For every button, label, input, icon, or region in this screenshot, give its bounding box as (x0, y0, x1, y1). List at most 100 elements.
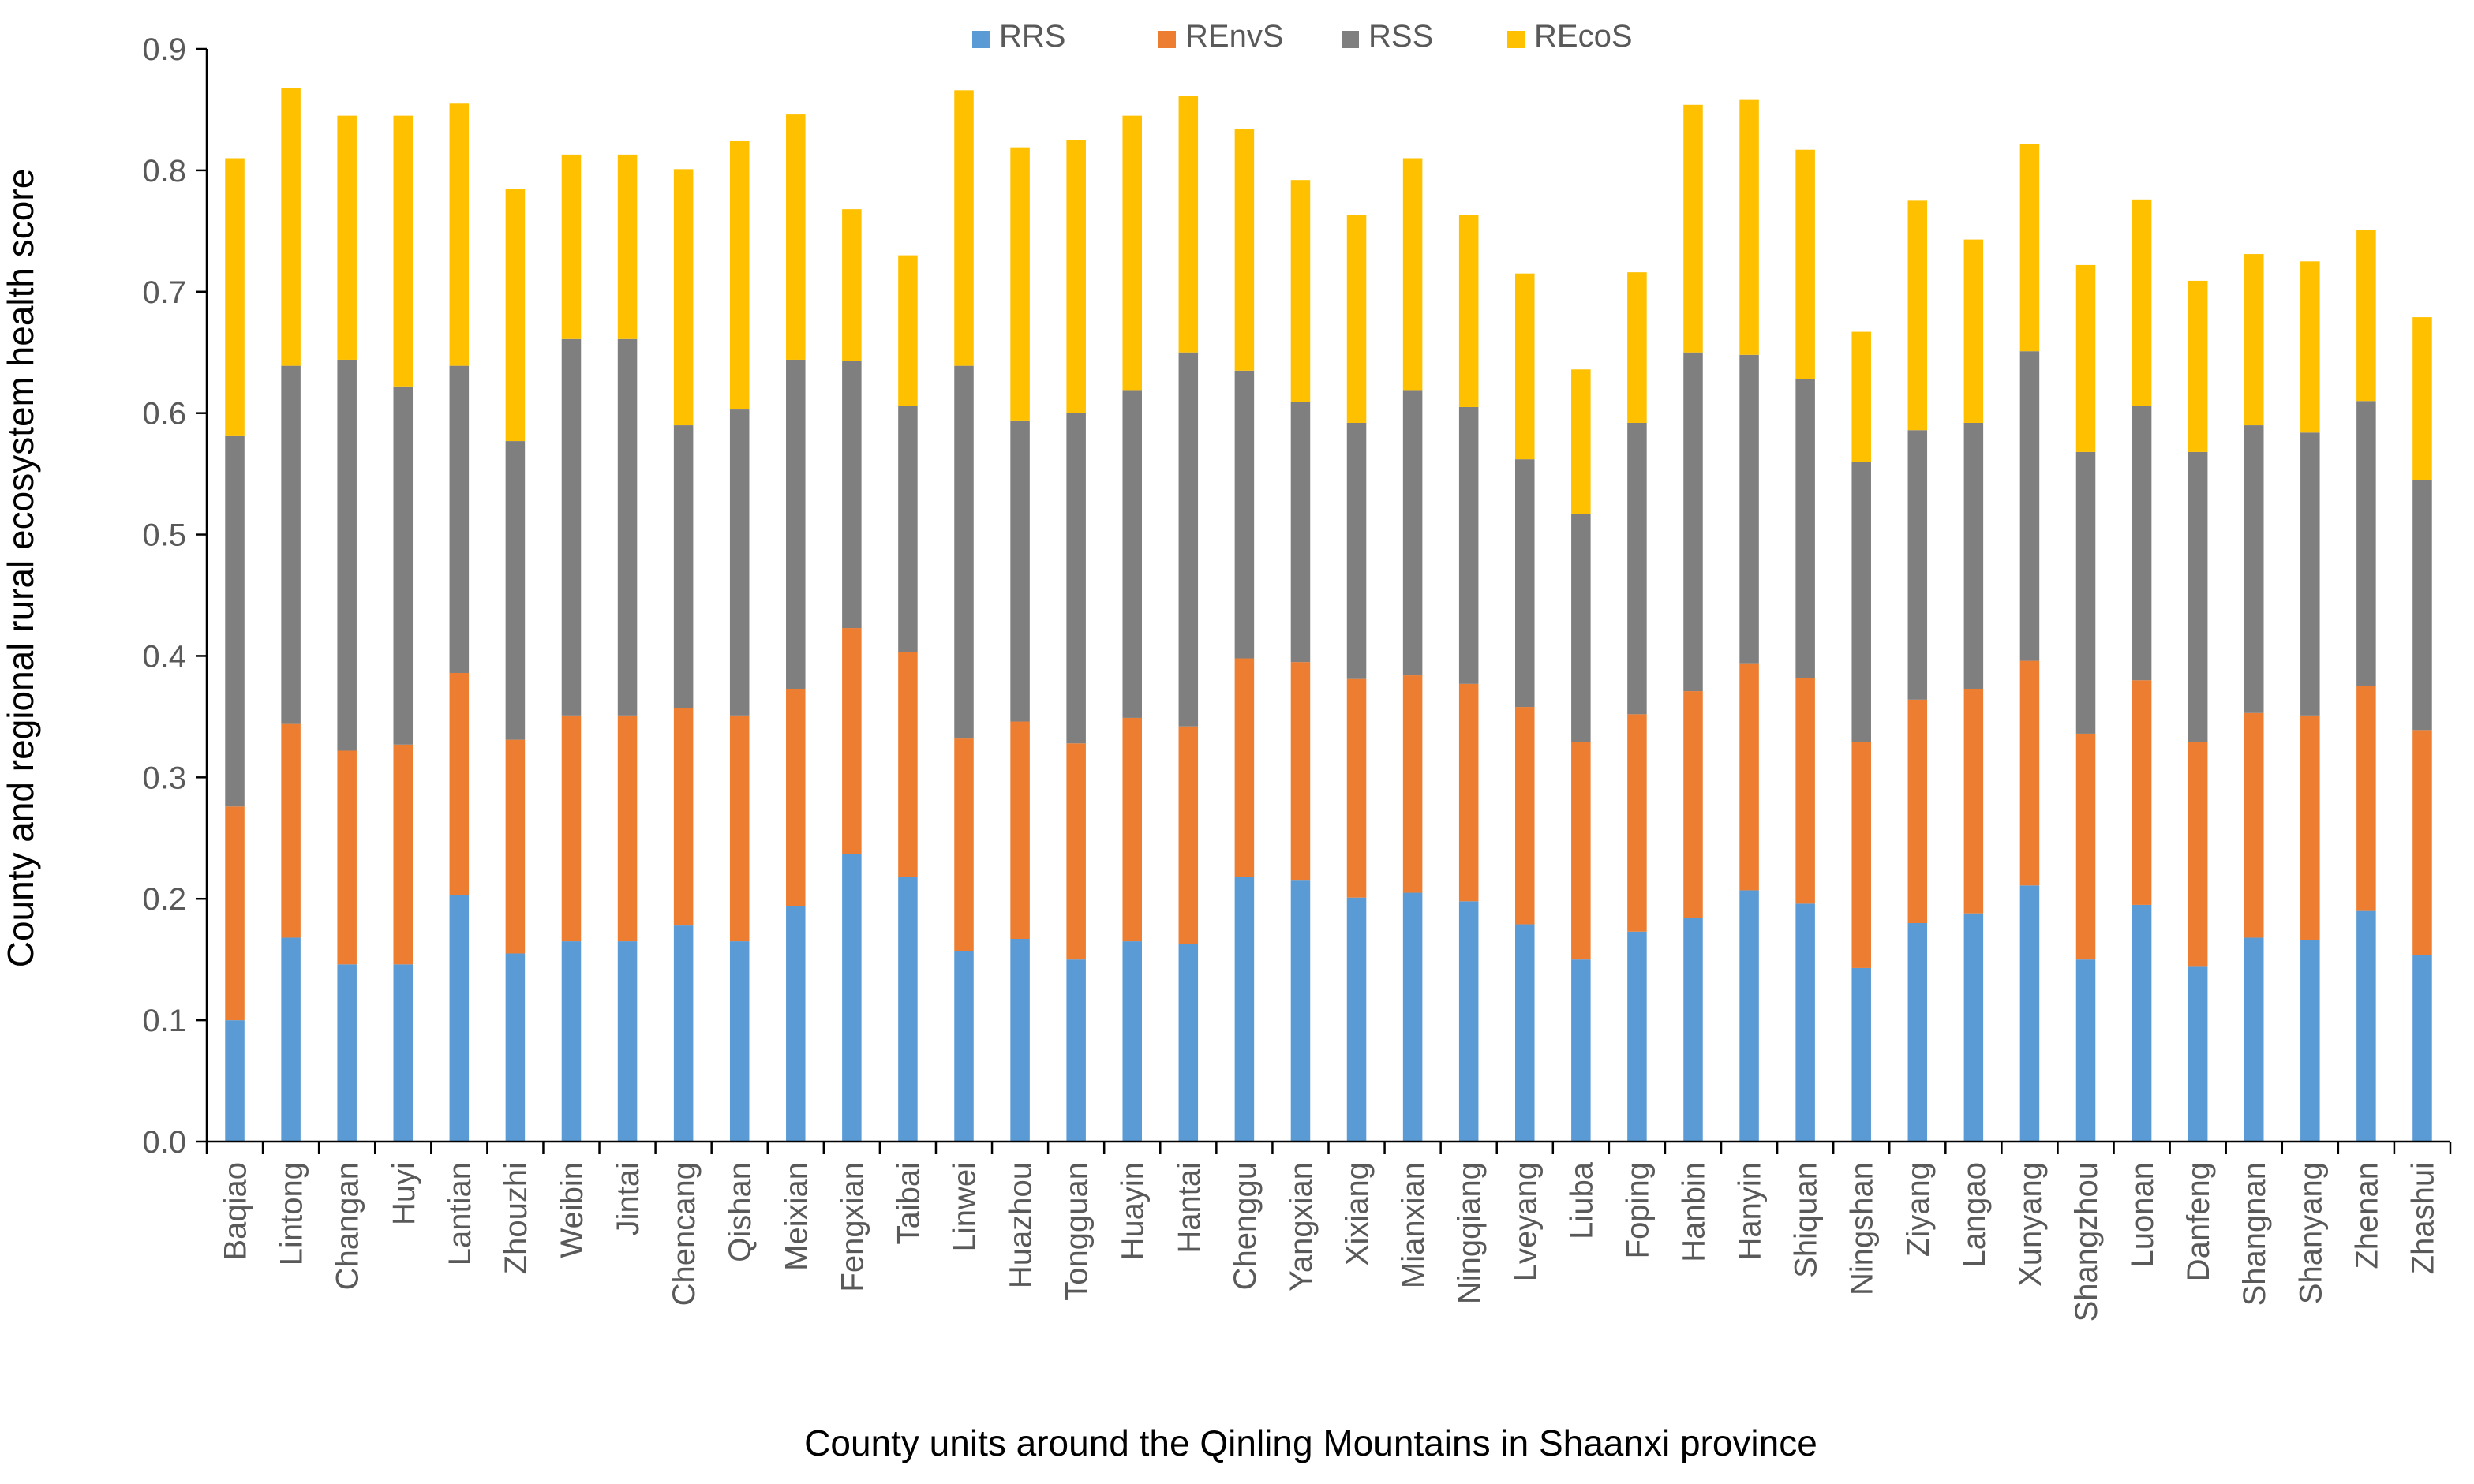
bar-segment-rss (2075, 451, 2096, 734)
x-tick-label: Zhashui (2405, 1162, 2440, 1274)
bar-segment-renvs (337, 750, 357, 965)
bar-segment-recos (1066, 140, 1086, 413)
bar-segment-rss (1851, 462, 1871, 742)
bar-segment-recos (2356, 230, 2376, 402)
bar-segment-rss (898, 406, 918, 652)
bar-segment-rrs (1402, 892, 1423, 1142)
x-tick-label: Langao (1957, 1162, 1992, 1267)
x-tick-label: Yangxian (1284, 1162, 1319, 1291)
bar-segment-recos (898, 255, 918, 406)
bar-segment-rss (842, 361, 862, 629)
x-tick-label: Linwei (948, 1162, 982, 1251)
y-axis-title: County and regional rural ecosystem heal… (0, 169, 41, 968)
bar-segment-renvs (2244, 712, 2264, 938)
y-tick-label: 0.1 (142, 1004, 186, 1038)
bar-segment-renvs (1851, 742, 1871, 968)
bar-segment-recos (449, 103, 470, 366)
bar-segment-rss (786, 359, 806, 689)
legend-label-renvs: REnvS (1185, 19, 1284, 54)
bar-segment-recos (1234, 129, 1255, 371)
x-tick-label: Luonan (2125, 1162, 2160, 1267)
bar-segment-rrs (2412, 955, 2432, 1142)
bar-segment-renvs (1178, 726, 1199, 944)
y-tick-label: 0.0 (142, 1125, 186, 1160)
bar-segment-rrs (2188, 966, 2208, 1142)
x-tick-label: Taibai (891, 1162, 926, 1245)
bar-segment-rss (673, 425, 694, 708)
bar-segment-rrs (1851, 967, 1871, 1142)
bar-segment-renvs (1627, 714, 1647, 932)
bar-segment-renvs (1010, 721, 1030, 940)
bar-segment-rss (1402, 390, 1423, 676)
bars-group (225, 88, 2432, 1142)
bar-segment-renvs (2188, 742, 2208, 967)
bar-segment-rss (337, 359, 357, 751)
bar-segment-renvs (1515, 707, 1535, 925)
y-tick-label: 0.3 (142, 761, 186, 795)
bar-segment-renvs (729, 715, 750, 942)
x-tick-label: Lintong (275, 1162, 309, 1265)
bar-segment-renvs (1739, 663, 1759, 891)
bar-segment-recos (617, 154, 638, 339)
bar-segment-recos (2075, 264, 2096, 452)
bar-segment-renvs (2019, 660, 2040, 886)
bar-segment-renvs (786, 688, 806, 906)
bar-segment-rrs (449, 895, 470, 1142)
bar-segment-rss (1290, 402, 1311, 663)
bar-segment-recos (281, 88, 301, 366)
x-tick-label: Weibin (555, 1162, 589, 1258)
bar-segment-rss (2132, 406, 2152, 681)
bar-segment-rrs (729, 941, 750, 1142)
bar-segment-rrs (281, 937, 301, 1142)
bar-segment-recos (786, 114, 806, 360)
x-tick-label: Baqiao (219, 1162, 253, 1261)
x-tick-label: Ningqiang (1452, 1162, 1487, 1304)
bar-segment-recos (1515, 273, 1535, 460)
bar-segment-rss (281, 365, 301, 724)
x-tick-label: Ningshan (1845, 1162, 1880, 1295)
x-tick-label: Ziyang (1901, 1162, 1936, 1257)
bar-segment-renvs (1122, 717, 1142, 942)
x-tick-label: Huyi (387, 1162, 421, 1225)
bar-segment-rss (729, 409, 750, 716)
bar-segment-rss (393, 386, 414, 745)
bar-segment-rss (505, 441, 526, 740)
y-axis: 0.0 0.1 0.2 0.3 0.4 0.5 0.6 0.7 0.8 0.9 (142, 32, 208, 1160)
bar-segment-recos (2300, 261, 2320, 433)
bar-segment-rss (2019, 351, 2040, 661)
bar-segment-recos (2412, 317, 2432, 480)
bar-segment-rss (1627, 422, 1647, 715)
bar-segment-rrs (1571, 959, 1591, 1142)
x-tick-label: Shangnan (2237, 1162, 2272, 1306)
bar-segment-rrs (1346, 897, 1367, 1142)
x-tick-label: Lantian (443, 1162, 477, 1265)
y-tick-label: 0.6 (142, 397, 186, 432)
bar-segment-renvs (561, 715, 582, 942)
bar-segment-renvs (281, 723, 301, 938)
bar-segment-recos (842, 209, 862, 361)
x-tick-label: Jintai (611, 1162, 646, 1235)
bar-segment-rss (1234, 370, 1255, 659)
bar-segment-renvs (449, 672, 470, 895)
bar-segment-renvs (1795, 678, 1815, 904)
bar-segment-rrs (673, 925, 694, 1142)
bar-segment-recos (1010, 147, 1030, 421)
bar-segment-recos (1290, 180, 1311, 402)
legend: RRS REnvS RSS REcoS (972, 19, 1633, 54)
bar-segment-rrs (505, 953, 526, 1142)
bar-segment-renvs (225, 806, 245, 1021)
bar-segment-rss (1907, 430, 1928, 700)
x-tick-label: Mianxian (1396, 1162, 1431, 1288)
bar-segment-renvs (673, 708, 694, 926)
x-tick-label: Zhouzhi (499, 1162, 533, 1274)
bar-segment-renvs (1290, 662, 1311, 881)
bar-segment-rrs (2019, 885, 2040, 1142)
bar-segment-rrs (954, 951, 974, 1142)
bar-segment-renvs (1458, 683, 1479, 902)
bar-segment-rss (1458, 406, 1479, 684)
bar-segment-rrs (1683, 918, 1703, 1142)
bar-segment-recos (1963, 239, 1984, 423)
bar-segment-rrs (786, 906, 806, 1142)
bar-segment-rrs (1458, 901, 1479, 1142)
